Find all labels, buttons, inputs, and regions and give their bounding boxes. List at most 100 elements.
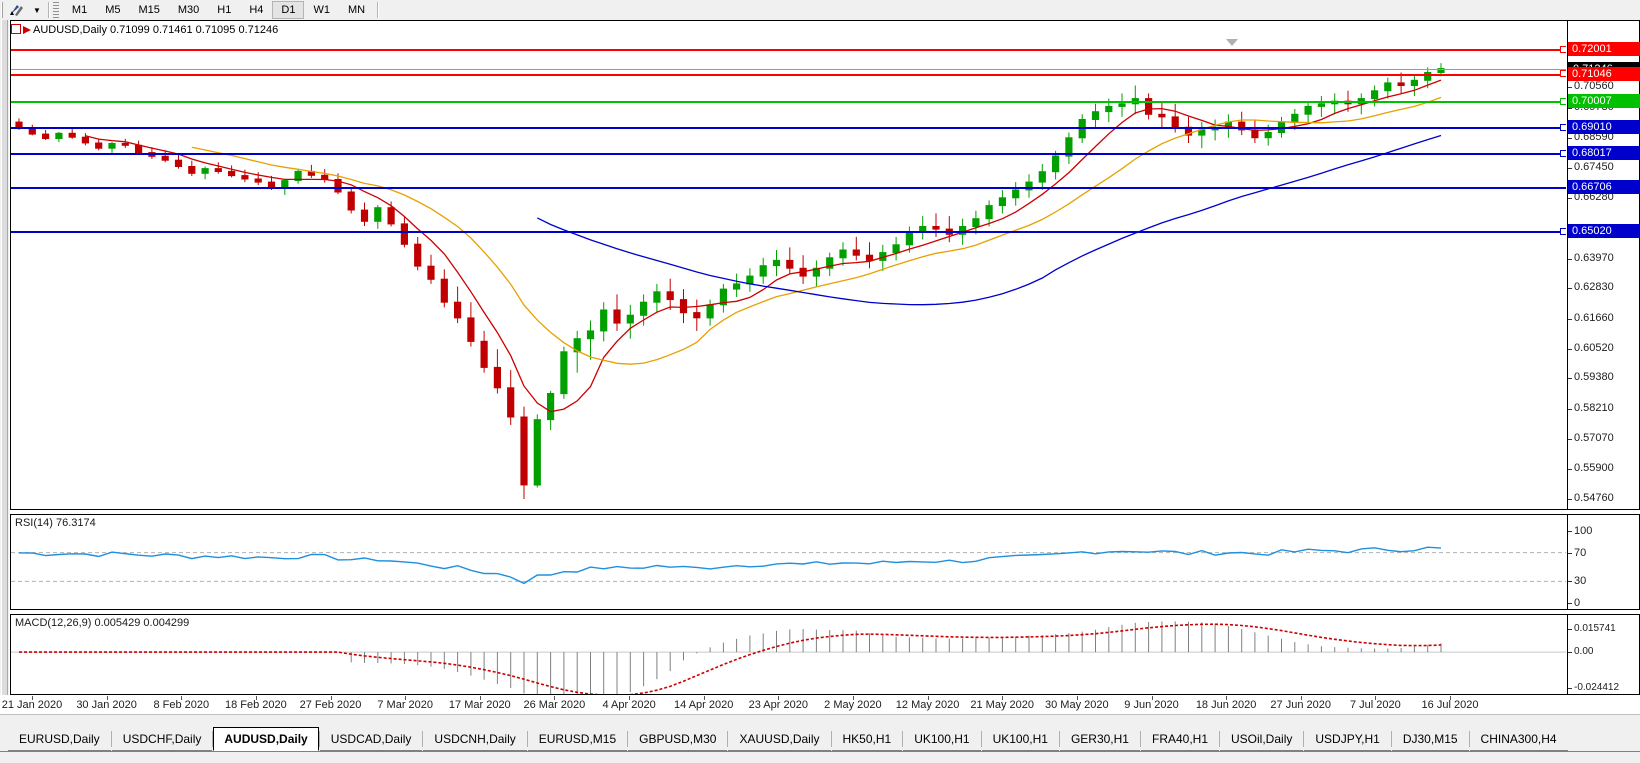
chart-tab-dj30-m15[interactable]: DJ30,M15 <box>1391 727 1469 751</box>
macd-pane[interactable]: 0.015741 0.00 -0.024412 MACD(12,26,9) 0.00… <box>10 614 1640 695</box>
chart-tab-usoil-daily[interactable]: USOil,Daily <box>1220 727 1304 751</box>
level-tag-0.65020[interactable]: 0.65020 <box>1568 224 1640 239</box>
rsi-tick-label: 30 <box>1574 575 1587 588</box>
macd-axis[interactable]: 0.015741 0.00 -0.024412 <box>1567 615 1639 694</box>
date-tick <box>479 696 481 700</box>
hline-handle-0.71046[interactable] <box>1560 70 1566 78</box>
chart-tab-usdcad-daily[interactable]: USDCAD,Daily <box>319 727 423 751</box>
chart-tab-gbpusd-m30[interactable]: GBPUSD,M30 <box>628 727 728 751</box>
toolbar-grip[interactable] <box>1 2 5 18</box>
hline-handle-0.70007[interactable] <box>1560 97 1566 105</box>
date-tick <box>255 696 257 700</box>
price-tick-label: 0.59380 <box>1574 371 1614 384</box>
timeframe-h1[interactable]: H1 <box>217 4 232 16</box>
hline-0.72001[interactable] <box>11 49 1566 51</box>
chart-tab-bar: EURUSD,Daily USDCHF,Daily AUDUSD,Daily USDC… <box>0 714 1640 763</box>
date-tick <box>1226 696 1228 700</box>
timeframe-mn[interactable]: MN <box>347 4 366 16</box>
price-tick-label: 0.67450 <box>1574 160 1614 173</box>
rsi-pane[interactable]: 100 70 30 0 RSI(14) 76.3174 <box>10 514 1640 610</box>
level-tag-0.66706[interactable]: 0.66706 <box>1568 180 1640 195</box>
vertical-scrollbar[interactable] <box>0 20 10 695</box>
timeframe-h4[interactable]: H4 <box>249 4 264 16</box>
timeframe-m30[interactable]: M30 <box>177 4 200 16</box>
macd-label: MACD(12,26,9) 0.005429 0.004299 <box>15 617 190 629</box>
date-tick <box>1375 696 1377 700</box>
hline-0.71046[interactable] <box>11 73 1566 76</box>
chart-tab-usdcnh-daily[interactable]: USDCNH,Daily <box>423 727 527 751</box>
timeframe-m1[interactable]: M1 <box>71 4 88 16</box>
price-pane[interactable]: 0.705600.697300.685900.674500.662800.639… <box>10 20 1640 510</box>
hline-handle-0.69010[interactable] <box>1560 123 1566 131</box>
timeframe-m5[interactable]: M5 <box>105 4 121 16</box>
hline-0.66706[interactable] <box>11 187 1566 190</box>
price-tick-label: 0.63970 <box>1574 251 1614 264</box>
chart-tab-uk100-h1[interactable]: UK100,H1 <box>903 727 981 751</box>
hline-0.65020[interactable] <box>11 231 1566 234</box>
rsi-tick-label: 70 <box>1574 546 1587 559</box>
tab-separator <box>1468 731 1470 747</box>
level-tag-0.68017[interactable]: 0.68017 <box>1568 146 1640 160</box>
level-tag-0.70007[interactable]: 0.70007 <box>1568 94 1640 108</box>
toolbar-drag-handle[interactable] <box>52 2 59 18</box>
hline-handle-0.65020[interactable] <box>1560 227 1566 235</box>
ma-line-0 <box>85 79 1442 413</box>
rsi-tick-label: 0 <box>1574 597 1581 609</box>
price-axis[interactable]: 0.705600.697300.685900.674500.662800.639… <box>1567 21 1640 509</box>
date-tick <box>405 696 407 700</box>
tab-separator <box>110 731 112 747</box>
hline-0.69010[interactable] <box>11 127 1566 130</box>
ma-line-2 <box>537 134 1442 306</box>
chart-tab-usdjpy-h1[interactable]: USDJPY,H1 <box>1304 727 1391 751</box>
level-tag-0.69010[interactable]: 0.69010 <box>1568 120 1640 135</box>
rsi-plot[interactable] <box>11 515 1566 609</box>
level-tag-0.71046[interactable]: 0.71046 <box>1568 66 1640 81</box>
cursor-crosshair-icon[interactable] <box>7 1 29 19</box>
rsi-tick <box>1568 531 1572 532</box>
timeframe-bar: M1 M5 M15 M30 H1 H4 D1 W1 MN <box>63 1 374 19</box>
chart-tab-hk50-h1[interactable]: HK50,H1 <box>831 727 903 751</box>
toolbar-separator-2 <box>377 2 380 18</box>
dropdown-arrow-icon[interactable]: ▼ <box>33 5 41 15</box>
rsi-axis[interactable]: 100 70 30 0 <box>1567 515 1639 609</box>
price-tick-label: 0.61660 <box>1574 311 1614 324</box>
date-axis[interactable]: 21 Jan 2020 30 Jan 2020 8 Feb 2020 18 Feb 2… <box>2 696 1640 716</box>
hline-handle-0.72001[interactable] <box>1560 45 1566 53</box>
price-tick <box>1568 469 1572 471</box>
date-tick-label: 9 Jun 2020 <box>1124 699 1179 711</box>
chart-tab-audusd-daily[interactable]: AUDUSD,Daily <box>213 727 319 751</box>
hline-handle-0.68017[interactable] <box>1560 149 1566 157</box>
macd-plot[interactable] <box>11 615 1566 694</box>
tab-separator <box>1139 731 1141 747</box>
level-tag-0.72001[interactable]: 0.72001 <box>1568 42 1640 56</box>
price-tick <box>1568 138 1572 139</box>
tab-separator <box>1058 731 1060 747</box>
chart-tab-xauusd-daily[interactable]: XAUUSD,Daily <box>728 727 831 751</box>
hline-0.68017[interactable] <box>11 153 1566 155</box>
ma-line-1 <box>191 96 1442 365</box>
price-tick <box>1568 167 1572 169</box>
timeframe-m15[interactable]: M15 <box>138 4 160 16</box>
rsi-tick <box>1568 581 1572 583</box>
chart-tab-eurusd-daily[interactable]: EURUSD,Daily <box>8 727 111 751</box>
chart-start-arrow-icon <box>23 26 31 34</box>
chart-tab-china300-h4[interactable]: CHINA300,H4 <box>1469 727 1568 751</box>
chart-tab-uk100-h1[interactable]: UK100,H1 <box>981 727 1059 751</box>
tab-separator <box>902 731 904 747</box>
chart-tab-usdchf-daily[interactable]: USDCHF,Daily <box>111 727 213 751</box>
price-tick <box>1568 198 1572 200</box>
date-tick-label: 27 Jun 2020 <box>1270 699 1331 711</box>
price-tick-label: 0.57070 <box>1574 431 1614 444</box>
chart-tab-eurusd-m15[interactable]: EURUSD,M15 <box>527 727 628 751</box>
object-handle[interactable] <box>11 24 21 34</box>
price-plot[interactable] <box>11 21 1566 509</box>
chart-tab-ger30-h1[interactable]: GER30,H1 <box>1059 727 1140 751</box>
price-tick-label: 0.55900 <box>1574 462 1614 475</box>
chart-tab-fra40-h1[interactable]: FRA40,H1 <box>1140 727 1220 751</box>
timeframe-d1[interactable]: D1 <box>272 1 305 19</box>
toolbar-separator <box>47 2 50 18</box>
date-tick <box>629 696 631 700</box>
tab-separator <box>980 731 982 747</box>
timeframe-w1[interactable]: W1 <box>313 4 330 16</box>
hline-0.70007[interactable] <box>11 101 1566 103</box>
